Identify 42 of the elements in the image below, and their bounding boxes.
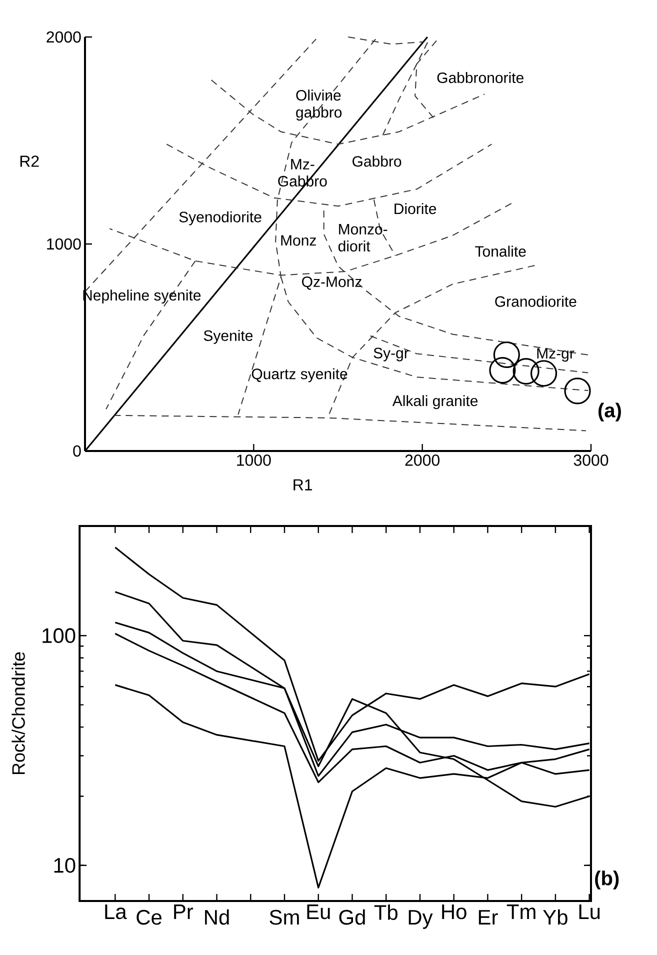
text: (a) — [598, 402, 621, 422]
annotation: Qz-Monz — [302, 276, 362, 290]
annotation: Gabbro — [352, 156, 402, 167]
x-tick-label: 3000 — [574, 454, 608, 466]
annotation: Tonalite — [475, 246, 526, 257]
x-tick-label: Yb — [543, 909, 568, 925]
x-tick-label: La — [105, 904, 127, 920]
y-axis-title: Rock/Chondrite — [12, 652, 25, 774]
annotation: Monz — [281, 235, 316, 246]
annotation: Diorite — [394, 203, 436, 214]
x-tick-label: Tb — [374, 904, 398, 920]
x-tick-label: Eu — [307, 904, 330, 920]
x-tick-label: Ce — [136, 910, 162, 925]
x-tick-label: Lu — [579, 904, 600, 920]
x-tick-label: Nd — [205, 909, 229, 925]
y-tick-label: 1000 — [47, 238, 81, 250]
annotation: Granodiorite — [495, 296, 576, 307]
x-tick-label: 1000 — [237, 454, 271, 466]
x-tick-label: Tm — [506, 904, 536, 919]
x-tick-label: Sm — [270, 910, 299, 925]
y-tick-label: 100 — [42, 628, 76, 644]
text: (b) — [595, 870, 619, 890]
y-tick-label: 10 — [54, 858, 76, 873]
x-tick-label: Dy — [408, 910, 433, 929]
y-tick-label: 2000 — [46, 31, 81, 43]
annotation: Sy-gr — [374, 348, 409, 362]
y-axis-title: R2 — [20, 156, 39, 167]
annotation: Quartz syenite — [252, 368, 348, 382]
annotation: Syenodiorite — [179, 211, 262, 226]
x-tick-label: Er — [478, 910, 498, 925]
annotation: Alkali granite — [392, 395, 478, 410]
x-tick-label: Ho — [442, 904, 466, 920]
x-tick-label: Gd — [339, 909, 365, 925]
annotation: Olivine gabbro — [296, 90, 342, 121]
y-tick-label: 0 — [73, 445, 81, 457]
annotation: Monzo-diorit — [338, 224, 388, 252]
x-axis-title: R1 — [294, 479, 312, 490]
x-tick-label: 2000 — [405, 454, 440, 466]
annotation: Mz-gr — [537, 348, 574, 362]
annotation: Gabbronorite — [437, 72, 524, 84]
annotation: Syenite — [204, 330, 253, 344]
x-tick-label: Pr — [174, 904, 194, 919]
